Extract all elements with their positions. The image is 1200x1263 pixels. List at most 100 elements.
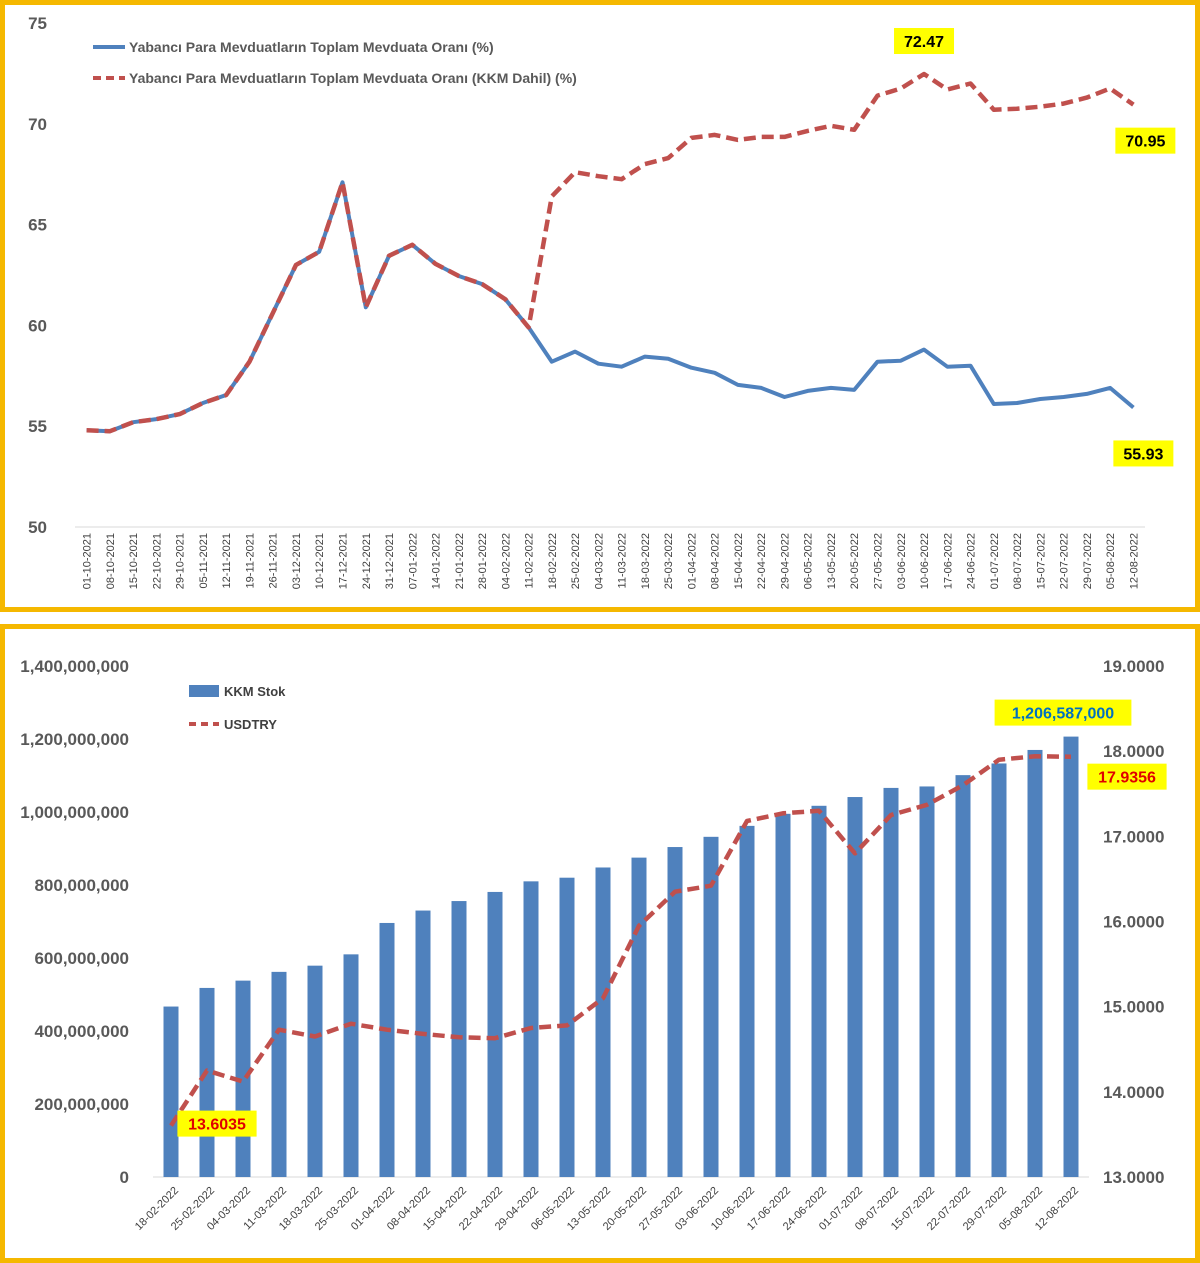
data-label: 17.9356 (1098, 770, 1156, 787)
bar-kkm-stok (415, 910, 431, 1177)
legend-swatch (189, 685, 219, 697)
x-tick-label: 11-03-2022 (617, 533, 629, 588)
y2-tick-label: 15.0000 (1103, 998, 1164, 1017)
kkm-chart-panel: 0 200,000,000 400,000,000 600,000,000 800,00… (0, 624, 1200, 1263)
bar-kkm-stok (811, 805, 827, 1177)
y-tick-label: 0 (120, 1168, 129, 1187)
data-label: 70.95 (1125, 134, 1165, 151)
x-tick-label: 08-07-2022 (1012, 533, 1024, 589)
x-tick-label: 17-06-2022 (942, 533, 954, 589)
data-label-box (994, 699, 1132, 726)
x-tick-label: 19-11-2021 (244, 533, 256, 588)
y2-tick-label: 13.0000 (1103, 1168, 1164, 1187)
y-tick-label: 55 (28, 417, 47, 436)
bar-kkm-stok (271, 971, 287, 1177)
y-tick-label: 60 (28, 316, 47, 335)
x-tick-label: 10-06-2022 (919, 533, 931, 589)
legend-label: USDTRY (224, 717, 277, 732)
x-tick-label: 04-02-2022 (500, 533, 512, 589)
x-tick-label: 05-08-2022 (1105, 533, 1117, 589)
y2-tick-label: 18.0000 (1103, 742, 1164, 761)
y-tick-label: 1,000,000,000 (20, 803, 129, 822)
x-tick-label: 15-04-2022 (733, 533, 745, 589)
bar-kkm-stok (379, 922, 395, 1177)
x-tick-label: 18-03-2022 (640, 533, 652, 589)
x-tick-label: 18-02-2022 (547, 533, 559, 589)
data-label-box (1113, 440, 1174, 467)
data-label: 55.93 (1123, 446, 1163, 463)
x-tick-label: 04-03-2022 (593, 533, 605, 589)
data-label-box (1087, 763, 1167, 790)
x-tick-label: 01-04-2022 (686, 533, 698, 589)
x-tick-label: 22-10-2021 (151, 533, 163, 589)
x-tick-label: 29-10-2021 (175, 533, 187, 589)
ratio-line-chart: 50 55 60 65 70 75 01-10-2021 08-10-2021 15-10-20… (28, 14, 1176, 589)
y2-tick-label: 17.0000 (1103, 827, 1164, 846)
y-tick-label: 70 (28, 115, 47, 134)
x-tick-label: 08-10-2021 (105, 533, 117, 589)
x-tick-label: 13-05-2022 (826, 533, 838, 589)
legend-label: Yabancı Para Mevduatların Toplam Mevduat… (129, 39, 494, 55)
bar-kkm-stok (1027, 749, 1043, 1177)
bar-kkm-stok (343, 954, 359, 1177)
x-tick-label: 01-07-2022 (989, 533, 1001, 589)
x-tick-label: 15-10-2021 (128, 533, 140, 589)
x-tick-label: 15-07-2022 (1035, 533, 1047, 589)
x-tick-label: 17-12-2021 (338, 533, 350, 589)
y-tick-label: 65 (28, 216, 47, 235)
series-line-fx-ratio-kkm (86, 71, 1135, 434)
x-tick-label: 10-12-2021 (314, 533, 326, 589)
y-tick-label: 400,000,000 (34, 1022, 129, 1041)
kkm-bar-line-chart: 0 200,000,000 400,000,000 600,000,000 800,00… (20, 657, 1167, 1233)
x-tick-label: 12-11-2021 (221, 533, 233, 588)
x-tick-label: 07-01-2022 (407, 533, 419, 589)
x-tick-label: 28-01-2022 (477, 533, 489, 589)
legend-label: KKM Stok (224, 684, 286, 699)
x-tick-label: 24-12-2021 (361, 533, 373, 589)
y-tick-label: 1,200,000,000 (20, 730, 129, 749)
x-tick-label: 29-04-2022 (779, 533, 791, 589)
y-tick-label: 600,000,000 (34, 949, 129, 968)
x-tick-label: 20-05-2022 (849, 533, 861, 589)
bar-kkm-stok (847, 797, 863, 1177)
data-label: 1,206,587,000 (1012, 706, 1114, 723)
x-tick-label: 25-03-2022 (663, 533, 675, 589)
x-tick-label: 22-07-2022 (1059, 533, 1071, 589)
x-tick-label: 11-02-2022 (524, 533, 536, 588)
data-label-box (1115, 127, 1176, 154)
x-tick-label: 03-12-2021 (291, 533, 303, 589)
bar-kkm-stok (955, 775, 971, 1177)
x-tick-label: 06-05-2022 (803, 533, 815, 589)
y-tick-label: 1,400,000,000 (20, 657, 129, 676)
data-label-box (894, 28, 955, 55)
y-tick-label: 800,000,000 (34, 876, 129, 895)
x-tick-label: 27-05-2022 (873, 533, 885, 589)
bar-kkm-stok (631, 857, 647, 1177)
bar-kkm-stok (163, 1006, 179, 1177)
series-line-usdtry (169, 754, 1072, 1127)
bar-kkm-stok (883, 787, 899, 1177)
x-tick-label: 26-11-2021 (268, 533, 280, 588)
bar-kkm-stok (775, 813, 791, 1177)
ratio-chart-panel: 50 55 60 65 70 75 01-10-2021 08-10-2021 15-10-20… (0, 0, 1200, 612)
data-label: 72.47 (904, 34, 944, 51)
data-label-box (177, 1110, 257, 1137)
bar-kkm-stok (739, 825, 755, 1177)
legend-label: Yabancı Para Mevduatların Toplam Mevduat… (129, 70, 577, 86)
x-tick-label: 14-01-2022 (431, 533, 443, 589)
x-tick-label: 29-07-2022 (1082, 533, 1094, 589)
bar-kkm-stok (919, 786, 935, 1177)
bar-kkm-stok (595, 867, 611, 1177)
bar-kkm-stok (199, 987, 215, 1177)
bar-kkm-stok (487, 891, 503, 1177)
bar-kkm-stok (1063, 736, 1079, 1177)
y2-tick-label: 16.0000 (1103, 913, 1164, 932)
y-tick-label: 200,000,000 (34, 1095, 129, 1114)
bar-kkm-stok (307, 965, 323, 1177)
x-tick-label: 08-04-2022 (710, 533, 722, 589)
x-tick-label: 01-10-2021 (82, 533, 94, 589)
y2-tick-label: 19.0000 (1103, 657, 1164, 676)
x-tick-label: 22-04-2022 (756, 533, 768, 589)
bar-kkm-stok (991, 763, 1007, 1177)
data-label: 13.6035 (188, 1117, 246, 1134)
